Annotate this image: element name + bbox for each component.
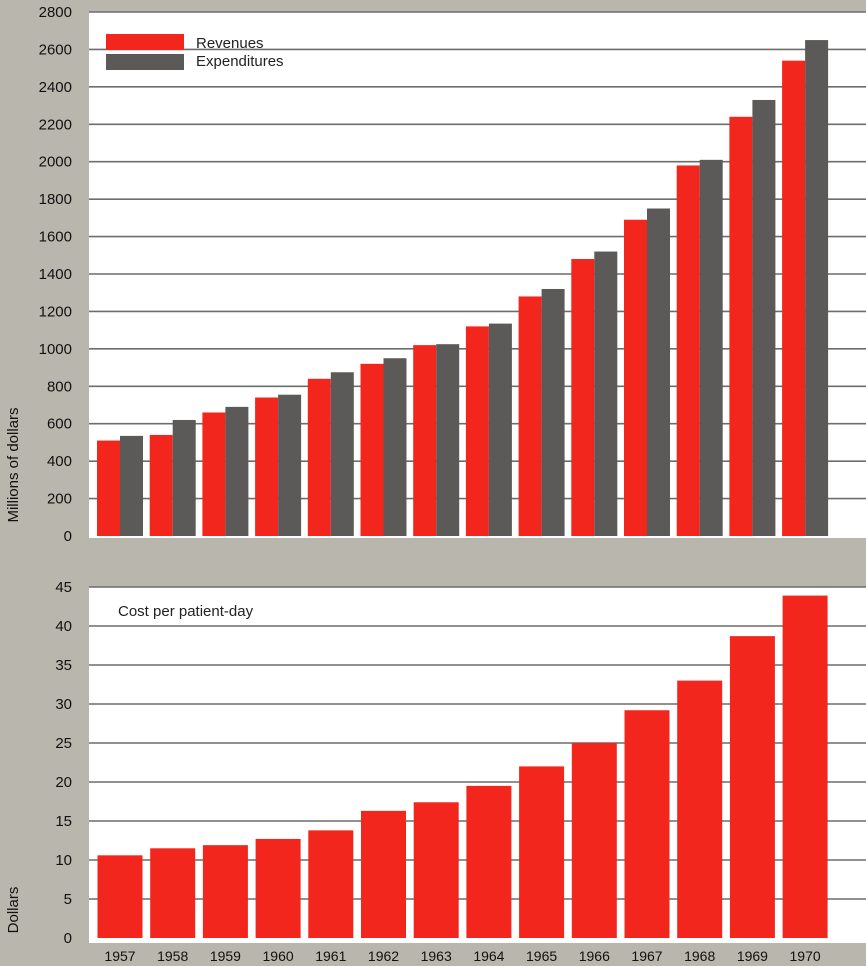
bar-revenue-1962 — [360, 363, 384, 536]
y-tick-label: 45 — [55, 579, 72, 596]
y-tick-label: 40 — [55, 618, 72, 635]
top-y-tick-labels: 0 200 400 600 800 1000 1200 1400 1600 1800 2000 220… — [39, 4, 72, 545]
bar-cost-1970 — [782, 595, 828, 938]
bar-expenditure-1964 — [488, 323, 512, 536]
bar-expenditure-1970 — [805, 40, 829, 536]
bar-revenue-1957 — [97, 440, 120, 536]
x-tick-labels: 1957 1958 1959 1960 1961 1962 1963 1964 1965 1966… — [104, 948, 820, 964]
bar-expenditure-1965 — [541, 288, 565, 536]
bar-cost-1960 — [255, 838, 301, 938]
chart-revenues-expenditures: 0 200 400 600 800 1000 1200 1400 1600 1800 2000 220… — [5, 4, 866, 545]
bar-expenditure-1957 — [120, 435, 143, 536]
y-tick-label: 0 — [64, 528, 72, 545]
y-tick-label: 1600 — [39, 229, 72, 246]
bar-cost-1964 — [466, 785, 512, 938]
x-tick-label: 1966 — [579, 948, 610, 964]
bottom-y-axis-label: Dollars — [5, 887, 22, 934]
bar-expenditure-1962 — [383, 358, 407, 536]
y-tick-label: 1800 — [39, 191, 72, 208]
x-tick-label: 1968 — [684, 948, 715, 964]
bar-expenditure-1961 — [330, 372, 354, 536]
bar-cost-1967 — [624, 710, 670, 938]
y-tick-label: 1400 — [39, 266, 72, 283]
y-tick-label: 200 — [47, 491, 72, 508]
y-tick-label: 15 — [55, 813, 72, 830]
bar-revenue-1969 — [729, 116, 753, 537]
bar-revenue-1968 — [676, 165, 700, 536]
bar-revenue-1963 — [413, 345, 437, 536]
y-tick-label: 2000 — [39, 154, 72, 171]
x-tick-label: 1959 — [210, 948, 241, 964]
bar-cost-1958 — [150, 848, 196, 938]
y-tick-label: 30 — [55, 696, 72, 713]
y-tick-label: 600 — [47, 416, 72, 433]
x-tick-label: 1969 — [737, 948, 768, 964]
legend-revenues-label: Revenues — [196, 35, 264, 52]
y-tick-label: 25 — [55, 735, 72, 752]
x-tick-label: 1965 — [526, 948, 557, 964]
bar-cost-1968 — [677, 680, 723, 938]
bar-cost-1962 — [361, 810, 406, 938]
bar-expenditure-1968 — [699, 159, 723, 537]
y-tick-label: 2400 — [39, 79, 72, 96]
bar-cost-1957 — [97, 855, 143, 938]
bar-cost-1961 — [308, 830, 354, 938]
y-tick-label: 400 — [47, 453, 72, 470]
top-bars — [97, 40, 829, 537]
bar-revenue-1959 — [202, 412, 226, 536]
top-y-axis-label: Millions of dollars — [5, 407, 22, 522]
x-tick-label: 1957 — [104, 948, 135, 964]
y-tick-label: 800 — [47, 378, 72, 395]
legend-expenditures-label: Expenditures — [196, 53, 284, 70]
bar-revenue-1960 — [255, 397, 279, 536]
y-tick-label: 20 — [55, 774, 72, 791]
bar-revenue-1965 — [518, 296, 542, 536]
bar-cost-1969 — [729, 636, 775, 938]
bar-expenditure-1967 — [647, 208, 670, 536]
bottom-bars — [97, 595, 828, 938]
bar-revenue-1970 — [782, 60, 806, 537]
bar-cost-1963 — [413, 802, 459, 938]
y-tick-label: 35 — [55, 657, 72, 674]
bar-cost-1959 — [202, 845, 248, 938]
bar-expenditure-1969 — [752, 99, 776, 536]
bar-revenue-1966 — [571, 259, 595, 536]
bar-revenue-1967 — [624, 219, 647, 536]
y-tick-label: 0 — [64, 930, 72, 947]
x-tick-label: 1958 — [157, 948, 188, 964]
x-tick-label: 1960 — [263, 948, 294, 964]
bar-cost-1966 — [571, 743, 617, 938]
legend-revenues-swatch — [106, 34, 184, 50]
x-tick-label: 1964 — [473, 948, 504, 964]
bar-revenue-1961 — [307, 378, 331, 536]
bottom-y-tick-labels: 0 5 10 15 20 25 30 35 40 45 — [55, 579, 72, 947]
bar-expenditure-1963 — [436, 344, 460, 536]
top-legend: Revenues Expenditures — [106, 34, 284, 70]
bar-expenditure-1958 — [172, 419, 196, 536]
legend-expenditures-swatch — [106, 54, 184, 70]
bar-revenue-1964 — [465, 326, 489, 536]
y-tick-label: 1200 — [39, 303, 72, 320]
x-tick-label: 1962 — [368, 948, 399, 964]
y-tick-label: 2600 — [39, 41, 72, 58]
y-tick-label: 5 — [64, 891, 72, 908]
bar-expenditure-1966 — [594, 251, 618, 537]
bar-revenue-1958 — [149, 434, 173, 536]
x-tick-label: 1963 — [421, 948, 452, 964]
x-tick-label: 1961 — [315, 948, 346, 964]
bar-expenditure-1960 — [278, 394, 302, 536]
bar-cost-1965 — [519, 766, 565, 938]
y-tick-label: 1000 — [39, 341, 72, 358]
bottom-chart-title: Cost per patient-day — [118, 603, 254, 620]
y-tick-label: 2800 — [39, 4, 72, 21]
y-tick-label: 10 — [55, 852, 72, 869]
bar-expenditure-1959 — [225, 406, 249, 536]
y-tick-label: 2200 — [39, 116, 72, 133]
x-tick-label: 1970 — [790, 948, 821, 964]
x-tick-label: 1967 — [631, 948, 662, 964]
